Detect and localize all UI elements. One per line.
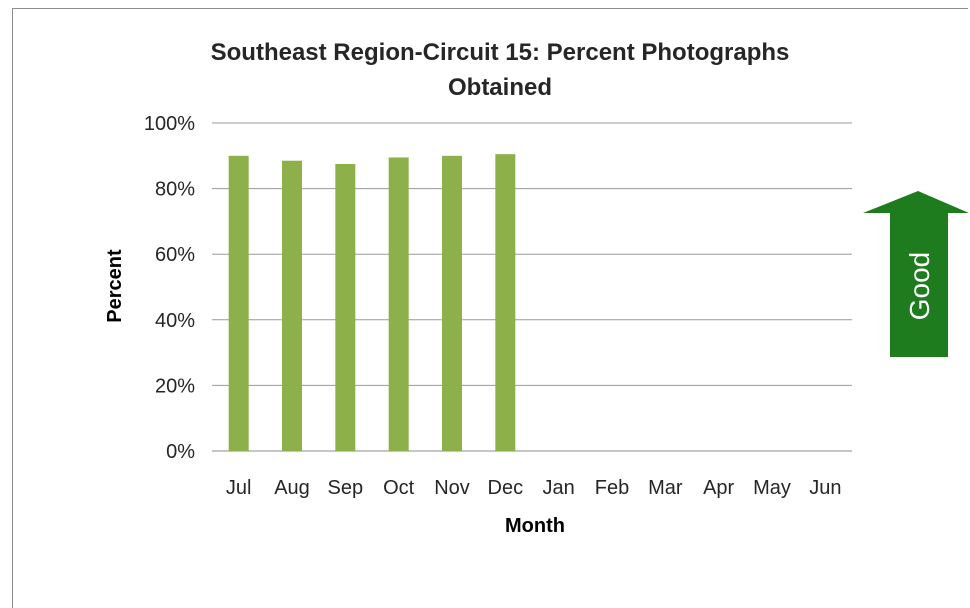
x-tick-label: Feb [595, 477, 629, 499]
x-tick-label: Nov [434, 477, 470, 499]
bar [388, 157, 409, 451]
y-tick-label: 40% [155, 310, 195, 332]
chart-frame [12, 8, 968, 608]
x-tick-label: Sep [328, 477, 364, 499]
bar [282, 160, 302, 451]
gridlines [212, 122, 852, 452]
bar [335, 164, 356, 451]
x-tick-label: Mar [648, 477, 683, 499]
x-tick-label: Jan [543, 477, 575, 499]
y-tick-label: 0% [166, 441, 195, 463]
bars [228, 154, 516, 452]
x-tick-label: May [753, 477, 791, 499]
x-tick-label: Jul [226, 477, 252, 499]
chart-title-line-2: Obtained [448, 74, 552, 101]
good-label: Good [904, 252, 935, 321]
chart-title-line-1: Southeast Region-Circuit 15: Percent Pho… [211, 39, 790, 66]
y-axis-ticks: 0% 20% 40% 60% 80% 100% [144, 113, 195, 463]
x-axis-title: Month [505, 515, 565, 537]
x-axis-ticks: Jul Aug Sep Oct Nov Dec Jan Feb Mar Apr May Jun [226, 477, 842, 499]
y-tick-label: 100% [144, 113, 195, 135]
bar-chart: Southeast Region-Circuit 15: Percent Pho… [104, 39, 969, 537]
x-tick-label: Oct [383, 477, 415, 499]
x-tick-label: Jun [809, 477, 841, 499]
bar [228, 155, 249, 452]
x-tick-label: Aug [274, 477, 310, 499]
x-tick-label: Dec [488, 477, 524, 499]
up-arrow-icon [863, 191, 969, 357]
y-tick-label: 60% [155, 244, 195, 266]
bar [442, 155, 462, 452]
y-axis-title: Percent [104, 249, 126, 323]
x-tick-label: Apr [703, 477, 734, 499]
y-tick-label: 80% [155, 179, 195, 201]
good-arrow: Good [863, 191, 969, 357]
y-tick-label: 20% [155, 375, 195, 397]
bar [495, 154, 516, 451]
